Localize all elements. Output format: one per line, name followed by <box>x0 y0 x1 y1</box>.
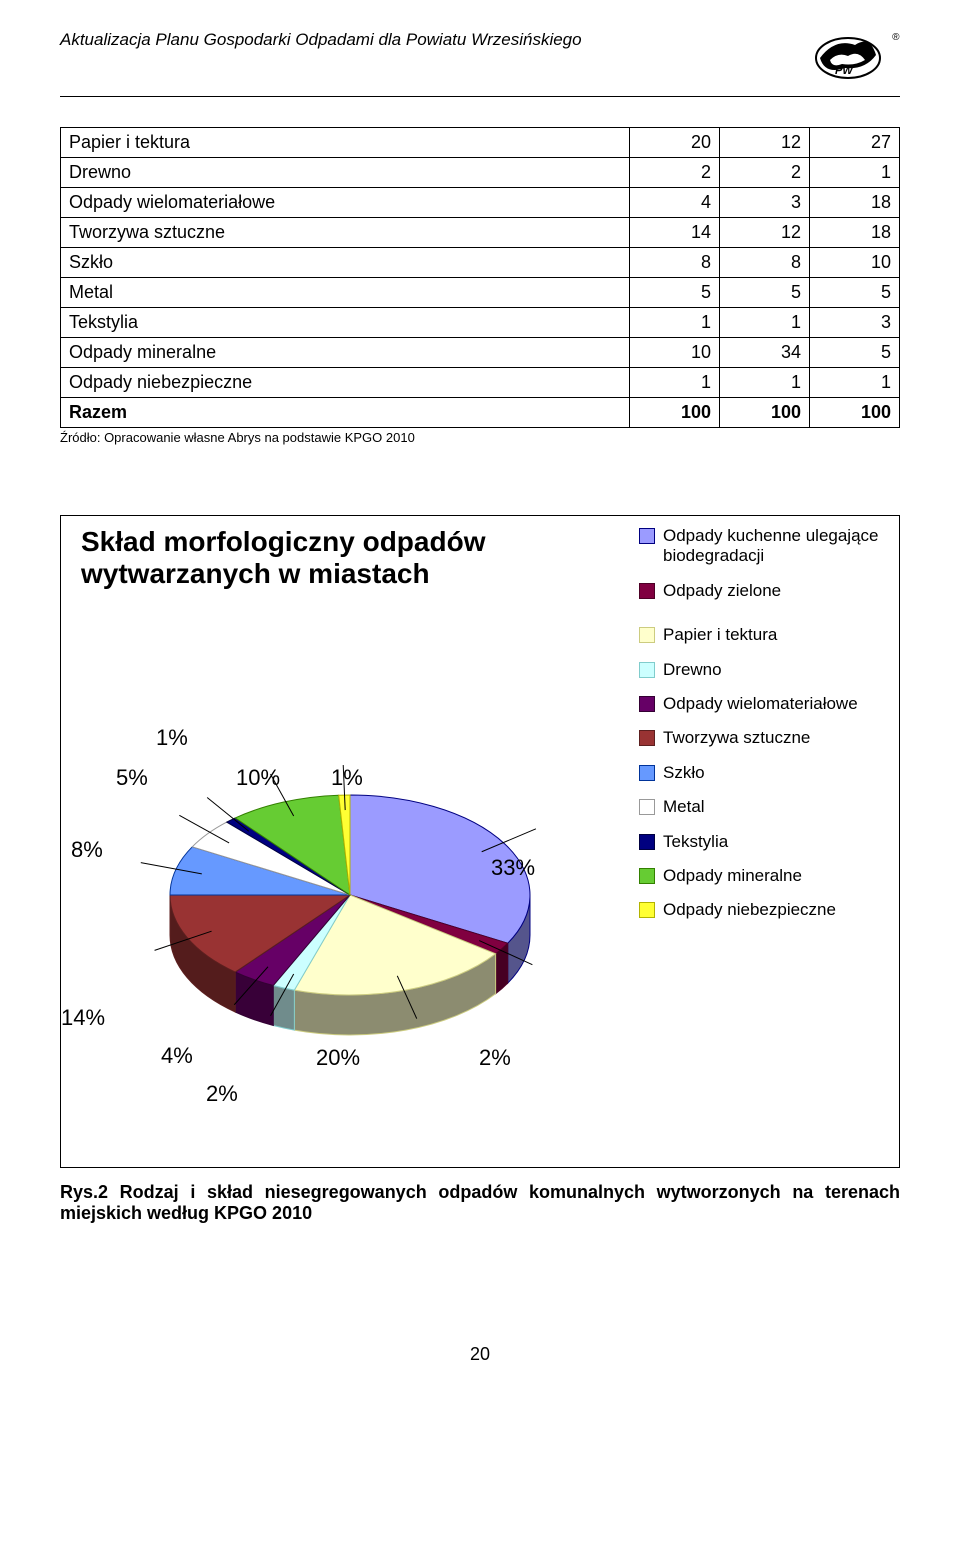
table-total-row: Razem100100100 <box>61 398 900 428</box>
table-row: Papier i tektura201227 <box>61 128 900 158</box>
legend-item: Odpady niebezpieczne <box>639 900 889 920</box>
pie-percent-label: 14% <box>61 1005 105 1031</box>
legend-item: Odpady mineralne <box>639 866 889 886</box>
legend-item: Odpady wielomateriałowe <box>639 694 889 714</box>
legend-item: Odpady kuchenne ulegające biodegradacji <box>639 526 889 567</box>
header-rule <box>60 96 900 97</box>
data-table: Papier i tektura201227Drewno221Odpady wi… <box>60 127 900 428</box>
svg-text:PW: PW <box>835 65 854 77</box>
table-row: Tworzywa sztuczne141218 <box>61 218 900 248</box>
legend-item: Drewno <box>639 660 889 680</box>
header-title: Aktualizacja Planu Gospodarki Odpadami d… <box>60 30 582 50</box>
pie-percent-label: 1% <box>331 765 363 791</box>
table-row: Odpady niebezpieczne111 <box>61 368 900 398</box>
pie-chart: 33% 2% 20% 2% 4% 14% 8% 5% 1% 10% 1% <box>61 615 639 1155</box>
svg-text:®: ® <box>892 32 900 43</box>
pie-percent-label: 2% <box>206 1081 238 1107</box>
figure-caption: Rys.2 Rodzaj i skład niesegregowanych od… <box>60 1182 900 1224</box>
chart-container: Skład morfologiczny odpadów wytwarzanych… <box>60 515 900 1168</box>
pie-percent-label: 4% <box>161 1043 193 1069</box>
table-row: Szkło8810 <box>61 248 900 278</box>
pie-percent-label: 2% <box>479 1045 511 1071</box>
legend-item: Papier i tektura <box>639 625 889 645</box>
legend-item: Tekstylia <box>639 832 889 852</box>
table-row: Tekstylia113 <box>61 308 900 338</box>
pie-percent-label: 8% <box>71 837 103 863</box>
legend-item: Szkło <box>639 763 889 783</box>
table-row: Metal555 <box>61 278 900 308</box>
table-row: Drewno221 <box>61 158 900 188</box>
pie-percent-label: 10% <box>236 765 280 791</box>
legend-item: Tworzywa sztuczne <box>639 728 889 748</box>
legend-item: Metal <box>639 797 889 817</box>
legend-continued: Papier i tektura Drewno Odpady wielomateri… <box>639 615 899 935</box>
pie-percent-label: 33% <box>491 855 535 881</box>
logo: ® PW <box>810 30 900 90</box>
chart-title: Skład morfologiczny odpadów wytwarzanych… <box>61 516 639 590</box>
page-number: 20 <box>60 1344 900 1365</box>
legend-item: Odpady zielone <box>639 581 889 601</box>
table-row: Odpady wielomateriałowe4318 <box>61 188 900 218</box>
table-row: Odpady mineralne10345 <box>61 338 900 368</box>
pie-percent-label: 5% <box>116 765 148 791</box>
source-note: Źródło: Opracowanie własne Abrys na pods… <box>60 430 900 445</box>
pie-percent-label: 20% <box>316 1045 360 1071</box>
legend: Odpady kuchenne ulegające biodegradacji O… <box>639 516 899 615</box>
pie-percent-label: 1% <box>156 725 188 751</box>
